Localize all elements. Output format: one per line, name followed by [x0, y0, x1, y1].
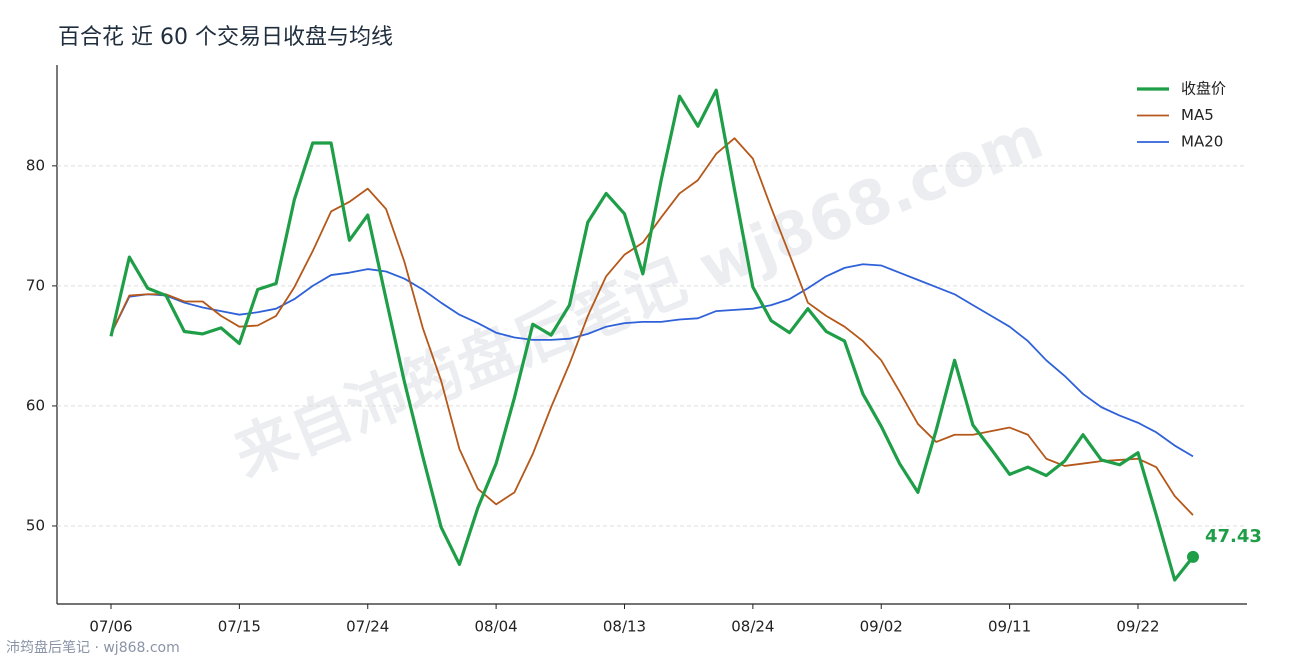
legend-label: 收盘价	[1181, 80, 1226, 98]
legend-label: MA5	[1181, 106, 1214, 124]
series-line	[109, 88, 1195, 582]
series-line	[110, 263, 1194, 458]
x-tick-label: 08/04	[475, 618, 518, 636]
chart-title: 百合花 近 60 个交易日收盘与均线	[58, 25, 393, 50]
y-tick-label: 60	[26, 396, 45, 414]
y-tick-label: 80	[26, 156, 45, 174]
y-tick-label: 50	[26, 516, 45, 534]
watermark: 来自沛筠盘后笔记 wj868.com	[225, 103, 1053, 492]
y-tick-label: 70	[26, 276, 45, 294]
x-tick-label: 07/24	[346, 618, 389, 636]
x-tick-label: 07/15	[218, 618, 261, 636]
footer: 沛筠盘后笔记 · wj868.com	[6, 639, 180, 656]
legend-label: MA20	[1181, 133, 1223, 151]
x-tick-label: 07/06	[89, 618, 132, 636]
x-tick-label: 09/11	[988, 618, 1031, 636]
last-point	[1187, 550, 1199, 563]
x-tick-label: 08/24	[731, 618, 774, 636]
x-tick-label: 09/02	[860, 618, 903, 636]
x-tick-label: 09/22	[1116, 618, 1159, 636]
last-value-label: 47.43	[1205, 526, 1262, 547]
x-tick-label: 08/13	[603, 618, 646, 636]
